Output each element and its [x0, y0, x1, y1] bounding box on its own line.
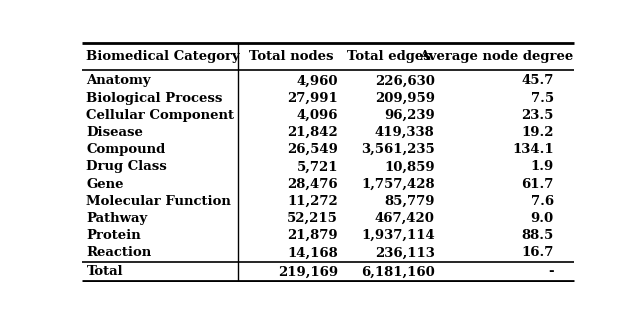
Text: Protein: Protein: [86, 229, 141, 242]
Text: 1.9: 1.9: [531, 160, 554, 173]
Text: 26,549: 26,549: [287, 143, 338, 156]
Text: Biomedical Category: Biomedical Category: [86, 50, 240, 63]
Text: Compound: Compound: [86, 143, 166, 156]
Text: Molecular Function: Molecular Function: [86, 195, 231, 208]
Text: 21,879: 21,879: [287, 229, 338, 242]
Text: 19.2: 19.2: [521, 126, 554, 139]
Text: 16.7: 16.7: [522, 246, 554, 259]
Text: 419,338: 419,338: [375, 126, 435, 139]
Text: 134.1: 134.1: [512, 143, 554, 156]
Text: 7.5: 7.5: [531, 92, 554, 105]
Text: Total: Total: [86, 265, 123, 278]
Text: 14,168: 14,168: [287, 246, 338, 259]
Text: 7.6: 7.6: [531, 195, 554, 208]
Text: 85,779: 85,779: [384, 195, 435, 208]
Text: 88.5: 88.5: [522, 229, 554, 242]
Text: -: -: [548, 265, 554, 278]
Text: Anatomy: Anatomy: [86, 74, 151, 87]
Text: Average node degree: Average node degree: [419, 50, 574, 63]
Text: 209,959: 209,959: [374, 92, 435, 105]
Text: 4,096: 4,096: [296, 109, 338, 122]
Text: 4,960: 4,960: [296, 74, 338, 87]
Text: Pathway: Pathway: [86, 212, 148, 225]
Text: Drug Class: Drug Class: [86, 160, 167, 173]
Text: 61.7: 61.7: [522, 178, 554, 191]
Text: 11,272: 11,272: [287, 195, 338, 208]
Text: 10,859: 10,859: [384, 160, 435, 173]
Text: 219,169: 219,169: [278, 265, 338, 278]
Text: Total nodes: Total nodes: [248, 50, 333, 63]
Text: Disease: Disease: [86, 126, 143, 139]
Text: 21,842: 21,842: [287, 126, 338, 139]
Text: 28,476: 28,476: [287, 178, 338, 191]
Text: Total edges: Total edges: [347, 50, 431, 63]
Text: 9.0: 9.0: [531, 212, 554, 225]
Text: 467,420: 467,420: [375, 212, 435, 225]
Text: Gene: Gene: [86, 178, 124, 191]
Text: 96,239: 96,239: [384, 109, 435, 122]
Text: 236,113: 236,113: [375, 246, 435, 259]
Text: 226,630: 226,630: [375, 74, 435, 87]
Text: Biological Process: Biological Process: [86, 92, 223, 105]
Text: Cellular Component: Cellular Component: [86, 109, 234, 122]
Text: 1,937,114: 1,937,114: [361, 229, 435, 242]
Text: 23.5: 23.5: [522, 109, 554, 122]
Text: 52,215: 52,215: [287, 212, 338, 225]
Text: 45.7: 45.7: [522, 74, 554, 87]
Text: 6,181,160: 6,181,160: [361, 265, 435, 278]
Text: 27,991: 27,991: [287, 92, 338, 105]
Text: 3,561,235: 3,561,235: [361, 143, 435, 156]
Text: 5,721: 5,721: [296, 160, 338, 173]
Text: Reaction: Reaction: [86, 246, 152, 259]
Text: 1,757,428: 1,757,428: [361, 178, 435, 191]
